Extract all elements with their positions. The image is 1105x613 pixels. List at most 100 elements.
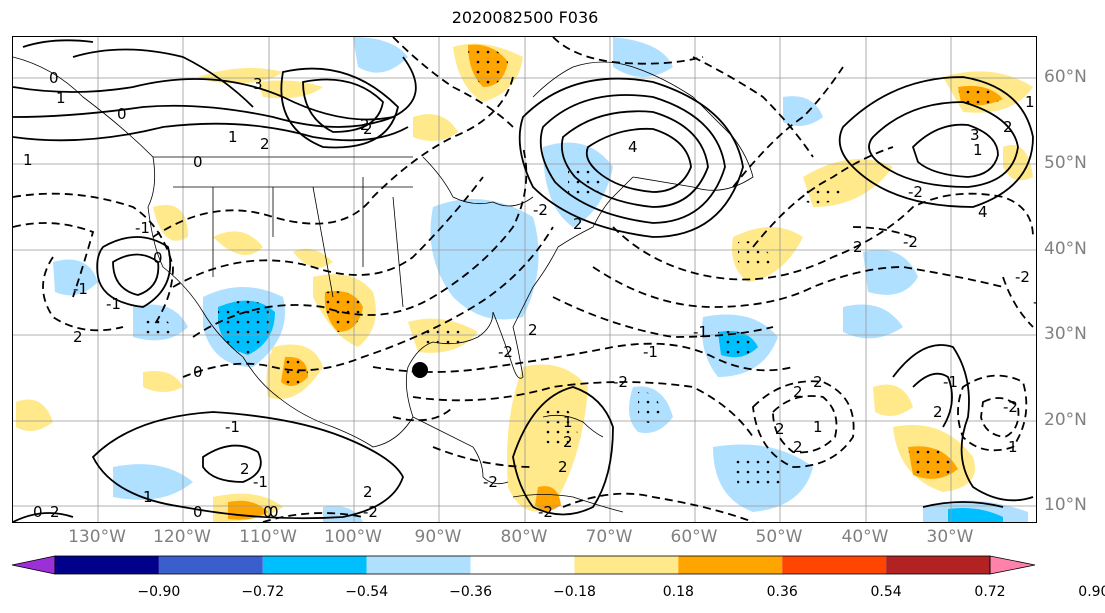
height-contours — [13, 39, 1034, 522]
contour-label: 2 — [73, 328, 83, 346]
positive-anomaly — [413, 114, 458, 141]
significance-stipple — [468, 44, 508, 87]
contour-label: 2 — [50, 503, 60, 521]
longitude-label: 80°W — [500, 527, 548, 547]
colorbar-tick-label: 0.54 — [870, 584, 902, 600]
colorbar-extend-min — [11, 555, 56, 575]
contour-label: -1 — [943, 373, 958, 391]
colorbar-segment — [158, 556, 263, 574]
contour-label: -1 — [135, 219, 150, 237]
contour-label: -2 — [483, 473, 498, 491]
negative-anomaly — [613, 37, 673, 77]
contour-label: 0 — [49, 69, 59, 87]
contour-label: 1 — [1008, 438, 1018, 456]
latitude-label: 40°N — [1044, 239, 1087, 259]
latitude-label: 30°N — [1044, 324, 1087, 344]
colorbar-tick-label: 0.90 — [1078, 584, 1105, 600]
colorbar-tick-label: −0.18 — [552, 584, 596, 600]
negative-anomaly — [843, 304, 903, 339]
positive-anomaly — [1003, 145, 1033, 181]
contour-label: 3 — [970, 126, 980, 144]
contour-label: 0 — [263, 503, 273, 521]
contour-label: 1 — [228, 128, 238, 146]
contour-label: -1 — [73, 280, 88, 298]
colorbar-tick-label: 0.18 — [662, 584, 694, 600]
latitude-label: 10°N — [1044, 495, 1087, 515]
contour-label: 2 — [933, 403, 943, 421]
positive-anomaly — [293, 248, 333, 268]
colorbar-tick-label: −0.36 — [449, 584, 492, 600]
contour-label: -2 — [903, 233, 918, 251]
significance-stipple — [908, 446, 958, 479]
contour-label: -2 — [1003, 398, 1018, 416]
contour-label: 0 — [33, 503, 43, 521]
contour-label: 1 — [143, 488, 153, 506]
longitude-label: 70°W — [585, 527, 633, 547]
contour-label: 2 — [563, 433, 573, 451]
latitude-label: 50°N — [1044, 153, 1087, 173]
longitude-label: 100°W — [324, 527, 382, 547]
positive-anomaly — [143, 371, 183, 392]
colorbar-tick-label: −0.72 — [241, 584, 285, 600]
colorbar-segment — [262, 556, 367, 574]
contour-label: 2 — [363, 483, 373, 501]
contour-label: 1 — [1025, 93, 1035, 111]
contour-label: 2 — [793, 438, 803, 456]
negative-anomaly — [53, 259, 98, 296]
significance-stipple — [958, 85, 1003, 106]
colorbar-segment — [470, 556, 575, 574]
map-panel: 0 3 1 0 2 1 2 0 2 1 -1 0 -1 -1 2 0 -1 2 -1 2 1 0 2 1 -2 -2 2 -2 2 2 -2… — [12, 36, 1037, 523]
contour-label: -2 — [538, 503, 553, 521]
contour-label: 4 — [628, 138, 638, 156]
positive-anomaly — [213, 231, 263, 255]
significance-stipple — [638, 391, 663, 423]
contour-label: -2 — [613, 373, 628, 391]
longitude-label: 110°W — [239, 527, 297, 547]
contour-label: 1 — [813, 418, 823, 436]
contour-label: 2 — [558, 458, 568, 476]
contour-label: 4 — [978, 203, 988, 221]
contour-label: 1 — [56, 89, 66, 107]
contour-label: 2 — [240, 460, 250, 478]
longitude-label: 120°W — [153, 527, 211, 547]
positive-anomaly — [258, 80, 323, 99]
contour-label: -2 — [1015, 268, 1030, 286]
contour-label: 2 — [260, 135, 270, 153]
contour-label: 2 — [360, 116, 370, 134]
storm-center-dot — [412, 362, 428, 378]
contour-label: -2 — [363, 503, 378, 521]
longitude-label: 60°W — [670, 527, 718, 547]
significance-stipple — [143, 316, 173, 338]
contour-label: -1 — [643, 343, 658, 361]
contour-label: -1 — [693, 323, 708, 341]
contour-label: 2 — [853, 238, 863, 256]
colorbar-segments — [11, 555, 1036, 575]
colorbar-segment — [782, 556, 887, 574]
contour-label: 0 — [193, 503, 203, 521]
colorbar-tick-label: 0.72 — [974, 584, 1006, 600]
significance-stipple — [324, 291, 363, 332]
contour-label: 0 — [193, 153, 203, 171]
contour-label: -2 — [498, 343, 513, 361]
coastlines — [13, 56, 754, 513]
contour-label: 2 — [573, 215, 583, 233]
significance-stipple — [718, 331, 758, 358]
longitude-label: 40°W — [841, 527, 889, 547]
contour-label: -1 — [225, 418, 240, 436]
colorbar — [11, 555, 1036, 575]
negative-anomaly — [113, 464, 193, 500]
contour-label: -2 — [1033, 293, 1036, 311]
contour-label: 2 — [1003, 118, 1013, 136]
significance-stipple — [738, 241, 773, 267]
longitude-label: 130°W — [68, 527, 126, 547]
contour-label: 0 — [269, 503, 279, 521]
colorbar-extend-max — [989, 555, 1036, 575]
contour-label: 0 — [117, 105, 127, 123]
colorbar-tick-label: −0.54 — [345, 584, 389, 600]
negative-anomaly — [783, 96, 823, 126]
positive-anomaly-strong — [535, 486, 561, 511]
contour-label: 2 — [528, 321, 538, 339]
contour-label: 2 — [793, 383, 803, 401]
